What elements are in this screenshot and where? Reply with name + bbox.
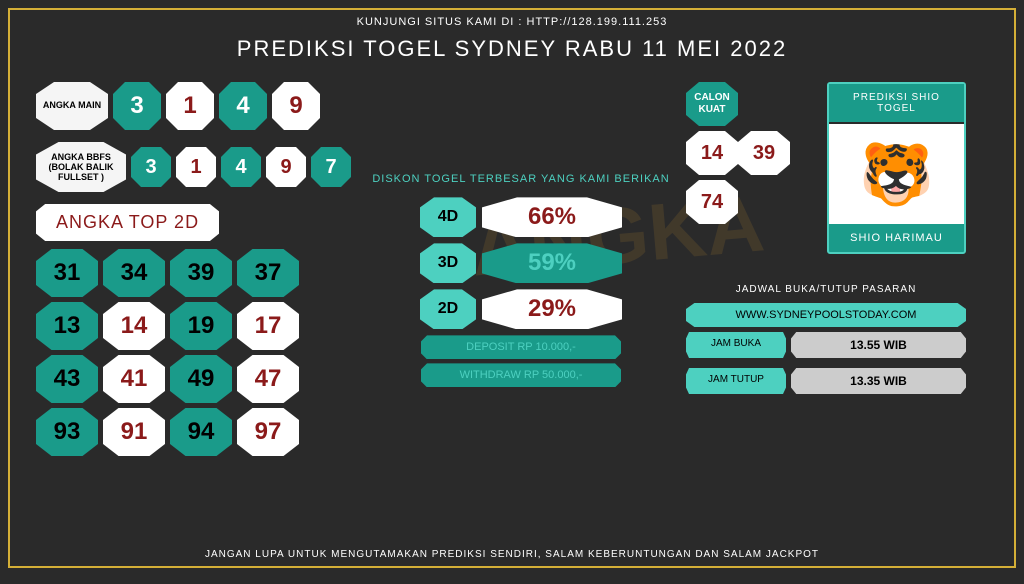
angka-bbfs-num: 7 (311, 147, 351, 187)
diskon-value: 66% (482, 197, 622, 237)
diskon-row: 3D59% (371, 243, 671, 283)
angka-bbfs-label: ANGKA BBFS (BOLAK BALIK FULLSET ) (36, 142, 126, 192)
top2d-cell: 49 (170, 355, 232, 403)
content-area: ANGKA MAIN 3149 ANGKA BBFS (BOLAK BALIK … (16, 82, 1008, 456)
angka-main-num: 1 (166, 82, 214, 130)
diskon-title: DISKON TOGEL TERBESAR YANG KAMI BERIKAN (371, 172, 671, 187)
angka-top-label: ANGKA TOP 2D (36, 204, 219, 241)
angka-main-row: ANGKA MAIN 3149 (36, 82, 356, 130)
angka-main-num: 9 (272, 82, 320, 130)
jadwal-site: WWW.SYDNEYPOOLSTODAY.COM (686, 303, 966, 327)
withdraw-text: WITHDRAW RP 50.000,- (421, 363, 621, 387)
shio-title: PREDIKSI SHIO TOGEL (829, 84, 964, 124)
jadwal-row: JAM TUTUP13.35 WIB (686, 368, 966, 399)
tiger-icon: 🐯 (829, 124, 964, 224)
shio-box: PREDIKSI SHIO TOGEL 🐯 SHIO HARIMAU (827, 82, 966, 254)
diskon-row: 2D29% (371, 289, 671, 329)
main-frame: ANGKA KUNJUNGI SITUS KAMI DI : HTTP://12… (8, 8, 1016, 568)
angka-bbfs-num: 4 (221, 147, 261, 187)
top2d-cell: 41 (103, 355, 165, 403)
top2d-cell: 34 (103, 249, 165, 297)
top2d-cell: 91 (103, 408, 165, 456)
top2d-cell: 97 (237, 408, 299, 456)
diskon-label: 4D (420, 197, 476, 237)
top2d-cell: 37 (237, 249, 299, 297)
calon-num: 74 (686, 180, 738, 224)
top2d-cell: 13 (36, 302, 98, 350)
angka-main-label: ANGKA MAIN (36, 82, 108, 130)
jadwal-value: 13.55 WIB (791, 332, 966, 358)
jadwal-value: 13.35 WIB (791, 368, 966, 394)
top2d-cell: 31 (36, 249, 98, 297)
right-column: CALON KUAT 143974 PREDIKSI SHIO TOGEL 🐯 … (686, 82, 966, 456)
header-url: KUNJUNGI SITUS KAMI DI : HTTP://128.199.… (16, 16, 1008, 28)
calon-column: CALON KUAT 143974 (686, 82, 821, 254)
jadwal-title: JADWAL BUKA/TUTUP PASARAN (686, 284, 966, 295)
deposit-text: DEPOSIT RP 10.000,- (421, 335, 621, 359)
angka-bbfs-num: 1 (176, 147, 216, 187)
angka-main-num: 3 (113, 82, 161, 130)
page-title: PREDIKSI TOGEL SYDNEY RABU 11 MEI 2022 (16, 36, 1008, 62)
angka-top-grid: 31343937 13141917 43414947 93919497 (36, 249, 356, 456)
angka-bbfs-row: ANGKA BBFS (BOLAK BALIK FULLSET ) 31497 (36, 142, 356, 192)
diskon-value: 59% (482, 243, 622, 283)
calon-label: CALON KUAT (686, 82, 738, 126)
top2d-cell: 39 (170, 249, 232, 297)
diskon-value: 29% (482, 289, 622, 329)
left-column: ANGKA MAIN 3149 ANGKA BBFS (BOLAK BALIK … (36, 82, 356, 456)
calon-shio-wrap: CALON KUAT 143974 PREDIKSI SHIO TOGEL 🐯 … (686, 82, 966, 254)
calon-num: 14 (686, 131, 738, 175)
top2d-cell: 43 (36, 355, 98, 403)
calon-num: 39 (738, 131, 790, 175)
shio-name: SHIO HARIMAU (829, 224, 964, 252)
diskon-label: 2D (420, 289, 476, 329)
angka-bbfs-num: 9 (266, 147, 306, 187)
jadwal-row: JAM BUKA13.55 WIB (686, 332, 966, 363)
jadwal-label: JAM BUKA (686, 332, 786, 358)
top2d-cell: 94 (170, 408, 232, 456)
jadwal-label: JAM TUTUP (686, 368, 786, 394)
top2d-cell: 19 (170, 302, 232, 350)
top2d-cell: 47 (237, 355, 299, 403)
top2d-cell: 17 (237, 302, 299, 350)
footer-text: JANGAN LUPA UNTUK MENGUTAMAKAN PREDIKSI … (10, 549, 1014, 560)
middle-column: DISKON TOGEL TERBESAR YANG KAMI BERIKAN … (371, 82, 671, 456)
angka-bbfs-num: 3 (131, 147, 171, 187)
top2d-cell: 93 (36, 408, 98, 456)
angka-main-num: 4 (219, 82, 267, 130)
diskon-label: 3D (420, 243, 476, 283)
top2d-cell: 14 (103, 302, 165, 350)
diskon-row: 4D66% (371, 197, 671, 237)
